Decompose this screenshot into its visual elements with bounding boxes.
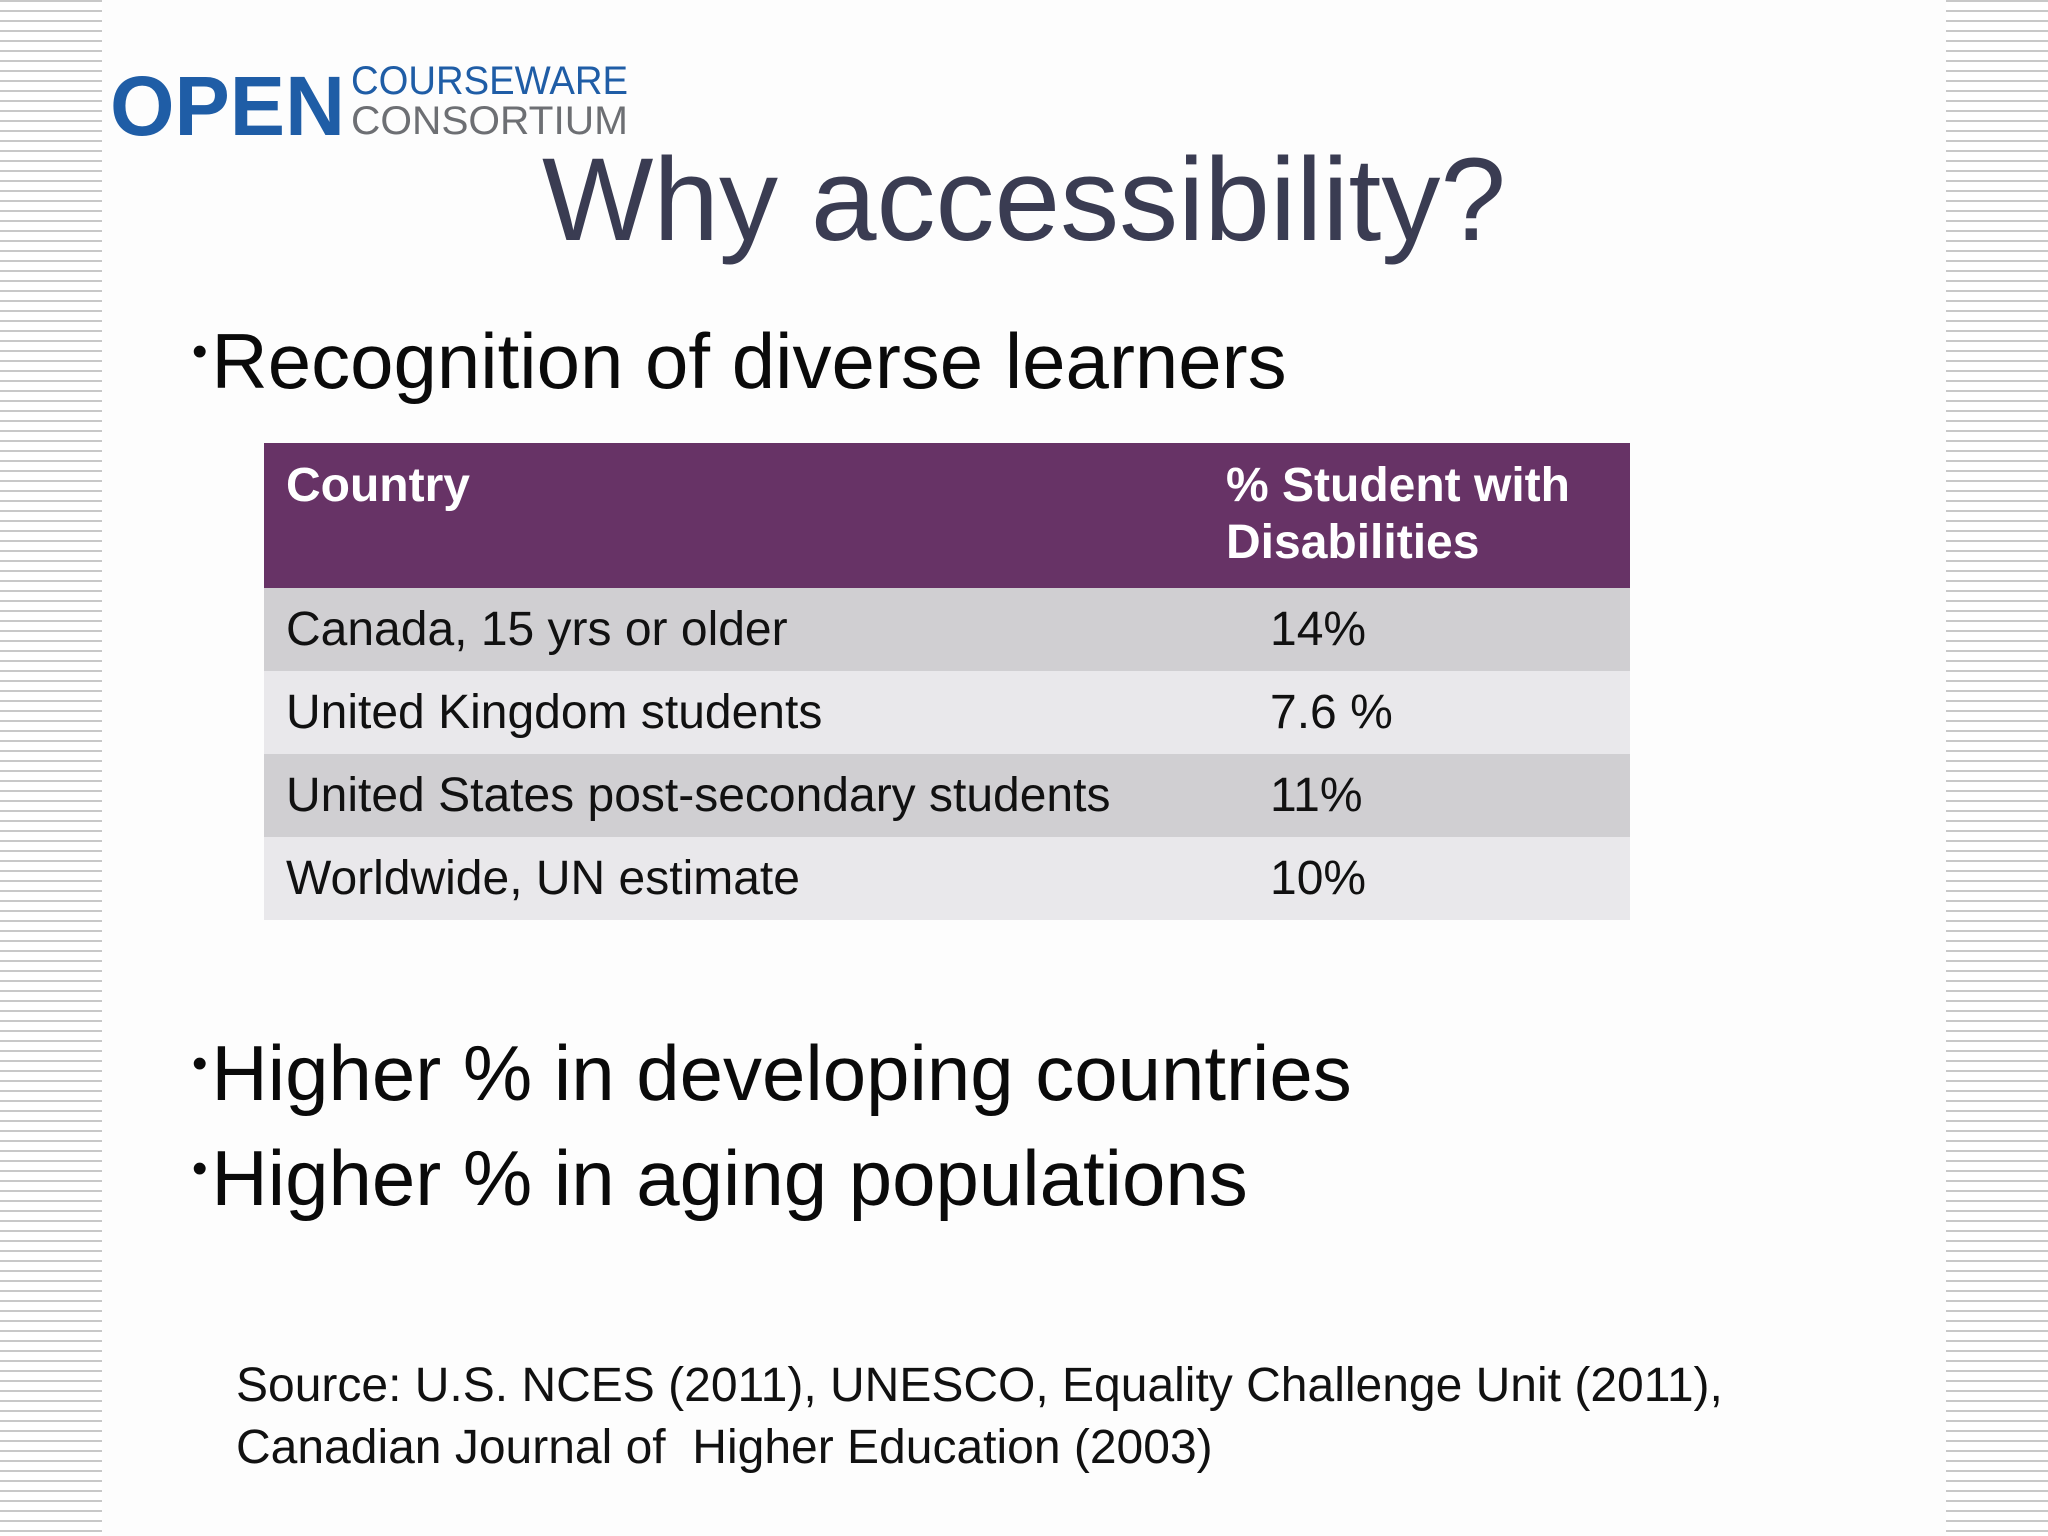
right-stripe-border (1946, 0, 2048, 1536)
bullet-text: Higher % in developing countries (211, 1029, 1352, 1117)
cell-percent: 10% (1204, 837, 1630, 920)
cell-country: Canada, 15 yrs or older (264, 588, 1204, 671)
bullet-marker: • (192, 1144, 208, 1193)
source-line: Canadian Journal of Higher Education (20… (236, 1421, 1213, 1474)
table-row: United Kingdom students 7.6 % (264, 671, 1630, 754)
cell-country: Worldwide, UN estimate (264, 837, 1204, 920)
cell-country: United States post-secondary students (264, 754, 1204, 837)
cell-percent: 14% (1204, 588, 1630, 671)
left-stripe-border (0, 0, 102, 1536)
slide-title: Why accessibility? (542, 134, 1506, 266)
header-country: Country (264, 443, 1204, 588)
table-header-row: Country % Student with Disabilities (264, 443, 1630, 588)
source-line: Source: U.S. NCES (2011), UNESCO, Equali… (236, 1359, 1723, 1412)
disability-statistics-table: Country % Student with Disabilities Cana… (264, 443, 1630, 920)
logo-graphic: OPEN COURSEWARE CONSORTIUM (110, 60, 628, 140)
table-row: Canada, 15 yrs or older 14% (264, 588, 1630, 671)
table-row: Worldwide, UN estimate 10% (264, 837, 1630, 920)
logo-open-text: OPEN (110, 60, 345, 140)
bullet-item: •Recognition of diverse learners (192, 307, 1287, 406)
table-row: United States post-secondary students 11… (264, 754, 1630, 837)
logo-courseware-text: COURSEWARE (351, 60, 628, 103)
bullet-marker: • (192, 327, 208, 376)
opencourseware-logo: OPEN COURSEWARE CONSORTIUM (110, 60, 630, 140)
logo-consortium-text: CONSORTIUM (351, 99, 628, 140)
bullet-item: •Higher % in aging populations (192, 1124, 1248, 1223)
bullet-text: Recognition of diverse learners (211, 317, 1287, 405)
cell-country: United Kingdom students (264, 671, 1204, 754)
bullet-text: Higher % in aging populations (211, 1134, 1248, 1222)
source-citation: Source: U.S. NCES (2011), UNESCO, Equali… (236, 1355, 1916, 1479)
bullet-marker: • (192, 1039, 208, 1088)
cell-percent: 11% (1204, 754, 1630, 837)
cell-percent: 7.6 % (1204, 671, 1630, 754)
bullet-item: •Higher % in developing countries (192, 1019, 1352, 1118)
header-percent: % Student with Disabilities (1204, 443, 1630, 588)
